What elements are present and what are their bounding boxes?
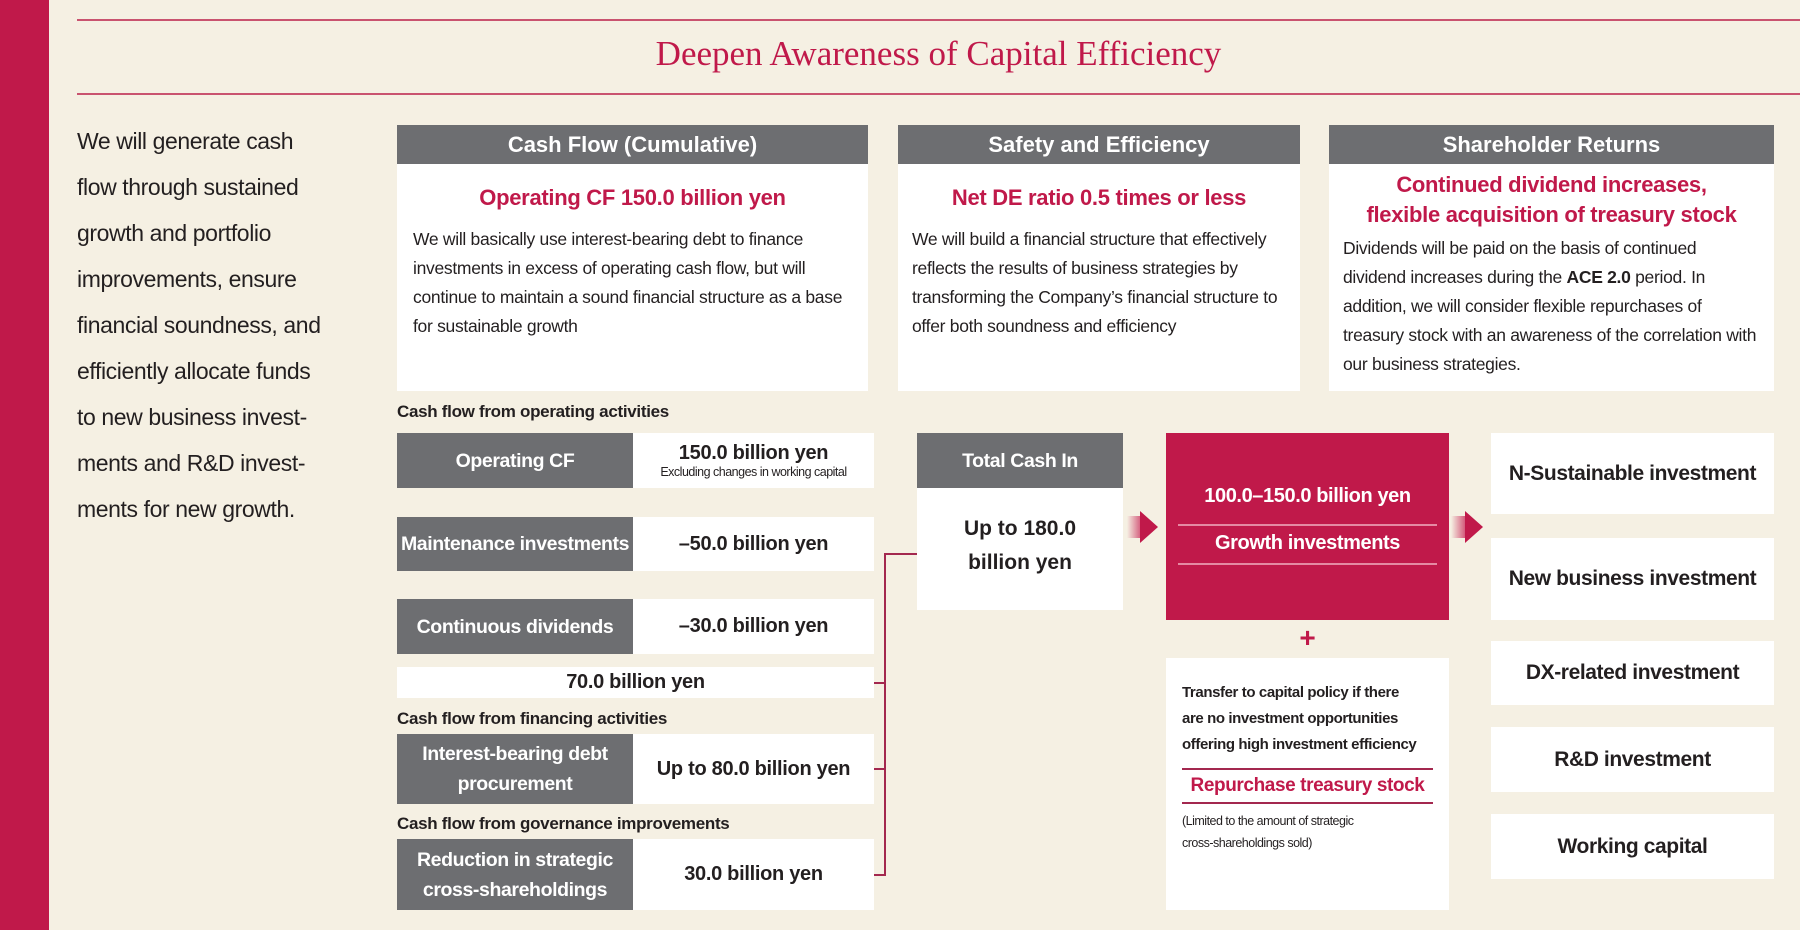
transfer-text: Transfer to capital policy if there are … (1182, 680, 1433, 758)
maintenance-value: –50.0 billion yen (633, 517, 874, 571)
card-body: We will basically use interest-bearing d… (413, 229, 843, 336)
value-text: 150.0 billion yen (678, 442, 829, 464)
dividends-label: Continuous dividends (397, 599, 633, 654)
card-header: Shareholder Returns (1329, 125, 1774, 164)
intro-line: We will generate cash (77, 128, 294, 154)
target-working-capital: Working capital (1491, 814, 1774, 879)
note-line: cross-shareholdings sold) (1182, 836, 1312, 850)
target-n-sustainable: N-Sustainable investment (1491, 433, 1774, 514)
bracket-line (884, 553, 886, 876)
transfer-note: (Limited to the amount of strategic cros… (1182, 810, 1433, 854)
label-line: cross-shareholdings (422, 878, 608, 901)
accent-side-bar (0, 0, 49, 930)
intro-text: We will generate cash flow through susta… (77, 118, 367, 532)
label-line: Interest-bearing debt (422, 743, 608, 765)
total-cash-in-header: Total Cash In (917, 433, 1123, 488)
section-label-governance: Cash flow from governance improvements (397, 814, 730, 833)
target-rd: R&D investment (1491, 727, 1774, 792)
divider (1178, 524, 1437, 526)
intro-line: ments and R&D invest- (77, 450, 306, 476)
operating-cf-label: Operating CF (397, 433, 633, 488)
divider (77, 93, 1800, 95)
intro-line: growth and portfolio (77, 220, 272, 246)
card-cash-flow: Cash Flow (Cumulative) Operating CF 150.… (397, 125, 868, 391)
cross-shareholdings-value: 30.0 billion yen (633, 839, 874, 910)
label-line: procurement (457, 773, 573, 795)
arrow-right-icon (1127, 516, 1141, 538)
label-line: Reduction in strategic (417, 848, 613, 871)
cross-shareholdings-label: Reduction in strategic cross-shareholdin… (397, 839, 633, 910)
bracket-tick (874, 768, 885, 770)
growth-amount: 100.0–150.0 billion yen (1204, 485, 1411, 507)
growth-investments-box: 100.0–150.0 billion yen Growth investmen… (1166, 433, 1449, 620)
intro-line: ments for new growth. (77, 496, 295, 522)
text-line: offering high investment efficiency (1182, 736, 1417, 753)
intro-line: to new business invest- (77, 404, 307, 430)
page-title: Deepen Awareness of Capital Efficiency (655, 34, 1222, 73)
card-subtitle-line: Continued dividend increases, (1396, 172, 1707, 197)
card-subtitle: Net DE ratio 0.5 times or less (951, 185, 1247, 210)
intro-line: efficiently allocate funds (77, 358, 311, 384)
value-line: Up to 180.0 (963, 517, 1077, 540)
note-line: (Limited to the amount of strategic (1182, 814, 1354, 828)
card-body: We will build a financial structure that… (912, 229, 1278, 336)
total-cash-in-value: Up to 180.0 billion yen (917, 512, 1123, 580)
text-line: Transfer to capital policy if there (1182, 684, 1399, 701)
bracket-tick (874, 874, 885, 876)
maintenance-label: Maintenance investments (397, 517, 633, 571)
plus-icon: + (1299, 622, 1316, 653)
card-shareholder-returns: Shareholder Returns Continued dividend i… (1329, 125, 1774, 391)
debt-label: Interest-bearing debt procurement (397, 734, 633, 804)
dividends-value: –30.0 billion yen (633, 599, 874, 654)
intro-line: improvements, ensure (77, 266, 297, 292)
intro-line: financial soundness, and (77, 312, 321, 338)
card-header: Safety and Efficiency (898, 125, 1300, 164)
target-dx: DX-related investment (1491, 641, 1774, 705)
text-line: are no investment opportunities (1182, 710, 1398, 727)
body-text: Dividends will be paid on the basis of c… (1343, 238, 1697, 287)
arrow-right-icon (1465, 511, 1483, 543)
card-subtitle: Operating CF 150.0 billion yen (479, 185, 786, 210)
value-line: billion yen (968, 551, 1072, 574)
arrow-right-icon (1451, 516, 1465, 538)
card-subtitle-line: flexible acquisition of treasury stock (1366, 202, 1737, 227)
repurchase-label: Repurchase treasury stock (1182, 768, 1433, 804)
intro-line: flow through sustained (77, 174, 299, 200)
body-bold: ACE 2.0 (1566, 267, 1631, 287)
debt-value: Up to 80.0 billion yen (633, 734, 874, 804)
transfer-box: Transfer to capital policy if there are … (1166, 658, 1449, 910)
divider (77, 19, 1800, 21)
body-text: period. In addition, we will consider fl… (1343, 267, 1757, 374)
card-subtitle: Continued dividend increases, flexible a… (1329, 170, 1774, 230)
divider (1178, 563, 1437, 565)
subtotal-value: 70.0 billion yen (397, 667, 874, 698)
arrow-right-icon (1140, 511, 1158, 543)
bracket-connector (884, 553, 917, 555)
bracket-tick (874, 682, 885, 684)
card-body: Dividends will be paid on the basis of c… (1329, 234, 1774, 379)
total-cash-in-box: Total Cash In Up to 180.0 billion yen (917, 433, 1123, 610)
card-safety-efficiency: Safety and Efficiency Net DE ratio 0.5 t… (898, 125, 1300, 391)
section-label-operating: Cash flow from operating activities (397, 402, 669, 421)
section-label-financing: Cash flow from financing activities (397, 709, 668, 728)
value-note: Excluding changes in working capital (660, 465, 847, 479)
operating-cf-value: 150.0 billion yen Excluding changes in w… (633, 433, 874, 488)
growth-label: Growth investments (1214, 532, 1401, 554)
target-new-business: New business investment (1491, 538, 1774, 620)
card-header: Cash Flow (Cumulative) (397, 125, 868, 164)
